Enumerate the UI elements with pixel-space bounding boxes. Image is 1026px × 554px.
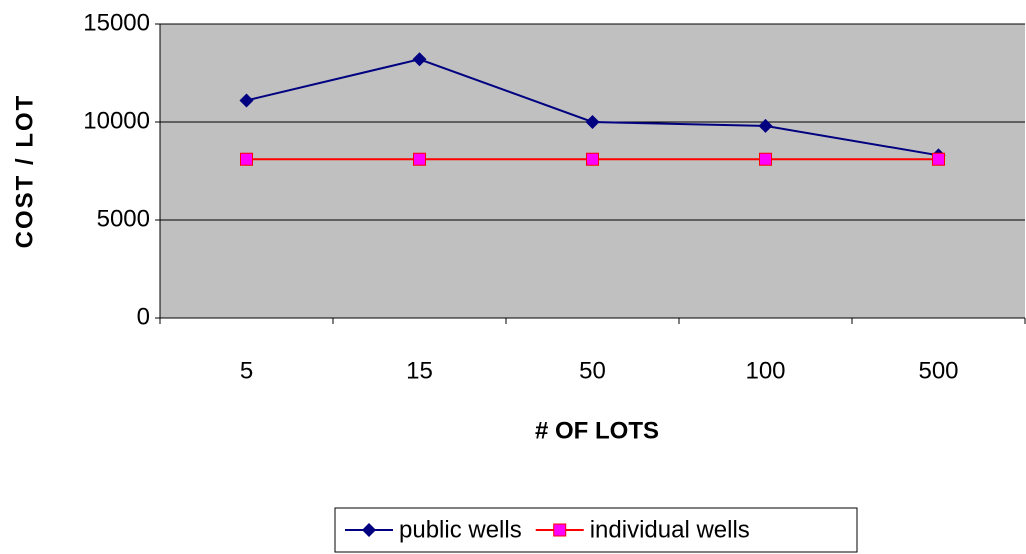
point [240, 152, 253, 166]
y-tick-label: 0 [137, 303, 150, 330]
x-axis-title: # OF LOTS [535, 417, 659, 444]
point [553, 523, 567, 537]
x-tick-label: 100 [745, 357, 785, 384]
point [413, 152, 426, 166]
point [932, 152, 945, 166]
legend-label: individual wells [590, 516, 750, 543]
y-tick-label: 10000 [83, 107, 150, 134]
x-tick-label: 15 [406, 357, 433, 384]
legend-label: public wells [399, 516, 522, 543]
x-tick-label: 500 [918, 357, 958, 384]
x-tick-label: 50 [579, 357, 606, 384]
point [585, 115, 600, 129]
x-tick-label: 5 [240, 357, 253, 384]
point [412, 52, 427, 67]
y-axis-title: COST / LOT [11, 94, 38, 249]
legend-box [334, 507, 858, 553]
point [239, 93, 254, 108]
y-tick-label: 5000 [97, 205, 150, 232]
point [362, 523, 376, 537]
plot-area [160, 24, 1025, 318]
point [586, 152, 599, 166]
point [758, 118, 773, 133]
y-tick-label: 15000 [83, 9, 150, 36]
point [759, 152, 772, 166]
